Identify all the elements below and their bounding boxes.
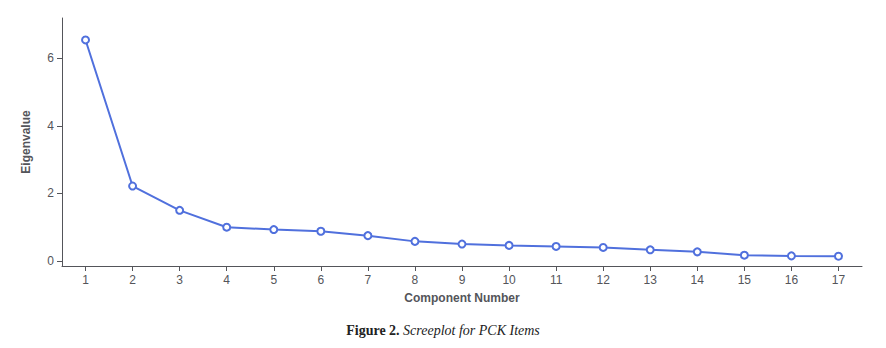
- svg-text:7: 7: [365, 273, 372, 287]
- svg-text:1: 1: [82, 273, 89, 287]
- svg-text:5: 5: [270, 273, 277, 287]
- svg-text:9: 9: [459, 273, 466, 287]
- svg-text:8: 8: [412, 273, 419, 287]
- svg-text:15: 15: [738, 273, 752, 287]
- svg-text:Eigenvalue: Eigenvalue: [19, 110, 33, 174]
- svg-text:4: 4: [223, 273, 230, 287]
- svg-text:2: 2: [47, 186, 54, 200]
- svg-text:Screeplot for PCK Items: Screeplot for PCK Items: [400, 323, 541, 338]
- svg-text:3: 3: [176, 273, 183, 287]
- svg-text:Figure 2.: Figure 2.: [346, 323, 399, 338]
- svg-text:Component Number: Component Number: [404, 291, 520, 305]
- svg-text:4: 4: [47, 119, 54, 133]
- svg-text:0: 0: [47, 254, 54, 268]
- svg-text:6: 6: [47, 51, 54, 65]
- svg-text:14: 14: [691, 273, 705, 287]
- svg-text:6: 6: [317, 273, 324, 287]
- svg-text:13: 13: [644, 273, 658, 287]
- svg-text:17: 17: [832, 273, 846, 287]
- svg-text:12: 12: [596, 273, 610, 287]
- svg-text:11: 11: [550, 273, 563, 287]
- svg-text:16: 16: [785, 273, 799, 287]
- svg-text:10: 10: [502, 273, 516, 287]
- svg-text:2: 2: [129, 273, 136, 287]
